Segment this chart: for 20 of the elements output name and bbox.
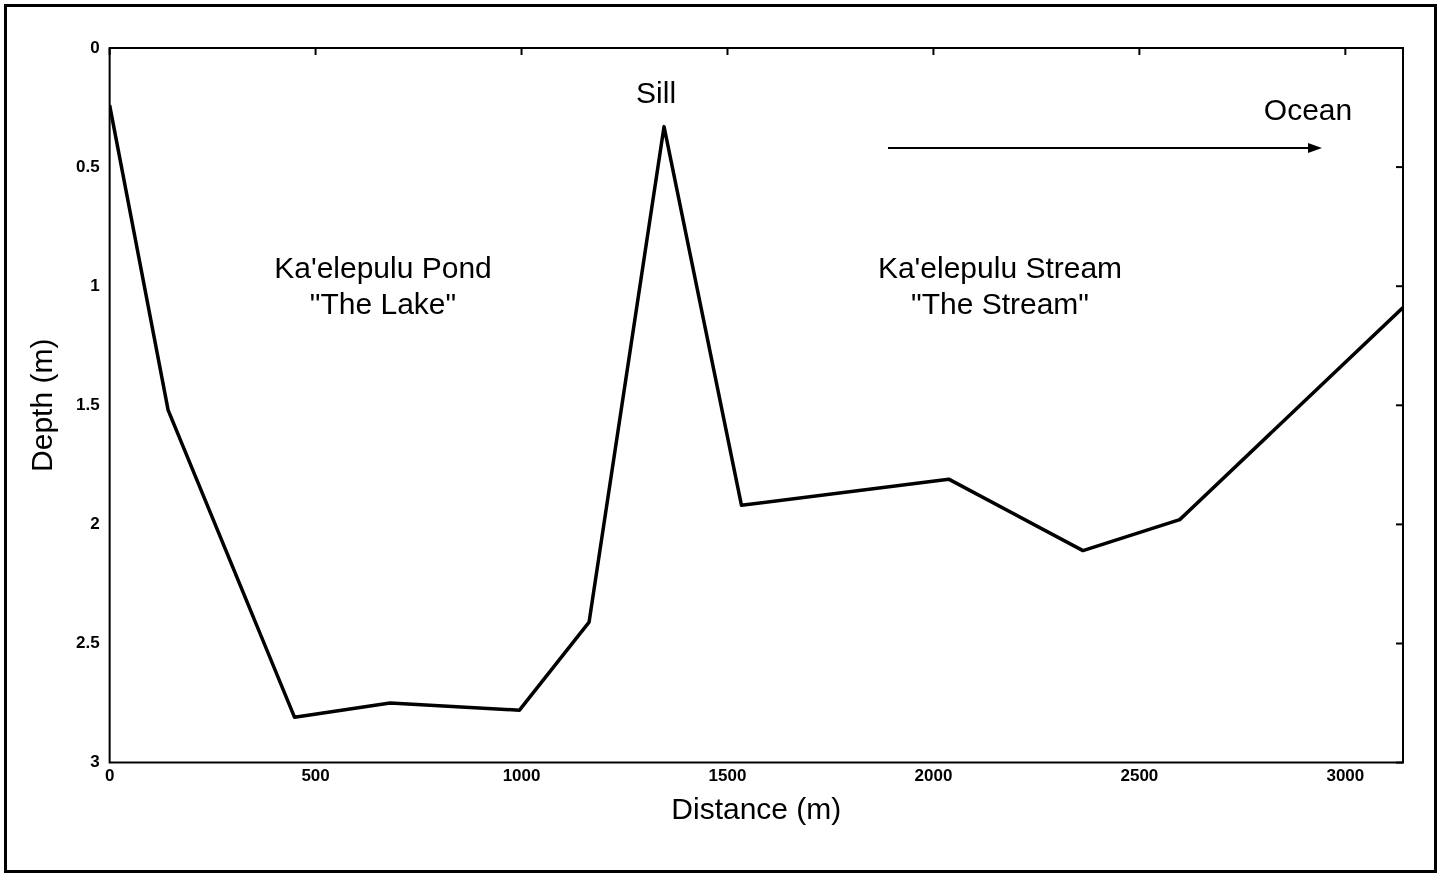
y-tick-label: 3 — [90, 752, 100, 772]
annotation: Ocean — [1263, 93, 1353, 127]
x-tick-label: 1000 — [502, 766, 541, 786]
annotation: Sill — [636, 75, 677, 109]
x-tick-label: 2500 — [1120, 766, 1159, 786]
x-tick-label: 0 — [104, 766, 115, 786]
x-axis-title: Distance (m) — [671, 792, 842, 826]
y-tick-label: 0 — [90, 37, 100, 57]
y-tick-label: 2 — [90, 514, 100, 534]
y-tick-label: 1 — [90, 275, 100, 295]
y-tick-label: 0.5 — [75, 156, 100, 176]
x-tick-label: 500 — [301, 766, 330, 786]
y-axis-title: Depth (m) — [25, 338, 59, 472]
annotation: Ka'elepulu Pond "The Lake" — [274, 251, 492, 321]
y-tick-label: 1.5 — [75, 394, 100, 414]
x-tick-label: 2000 — [914, 766, 953, 786]
x-tick-label: 1500 — [708, 766, 747, 786]
x-tick-label: 3000 — [1326, 766, 1365, 786]
annotation: Ka'elepulu Stream "The Stream" — [877, 251, 1123, 321]
y-tick-label: 2.5 — [75, 633, 100, 653]
